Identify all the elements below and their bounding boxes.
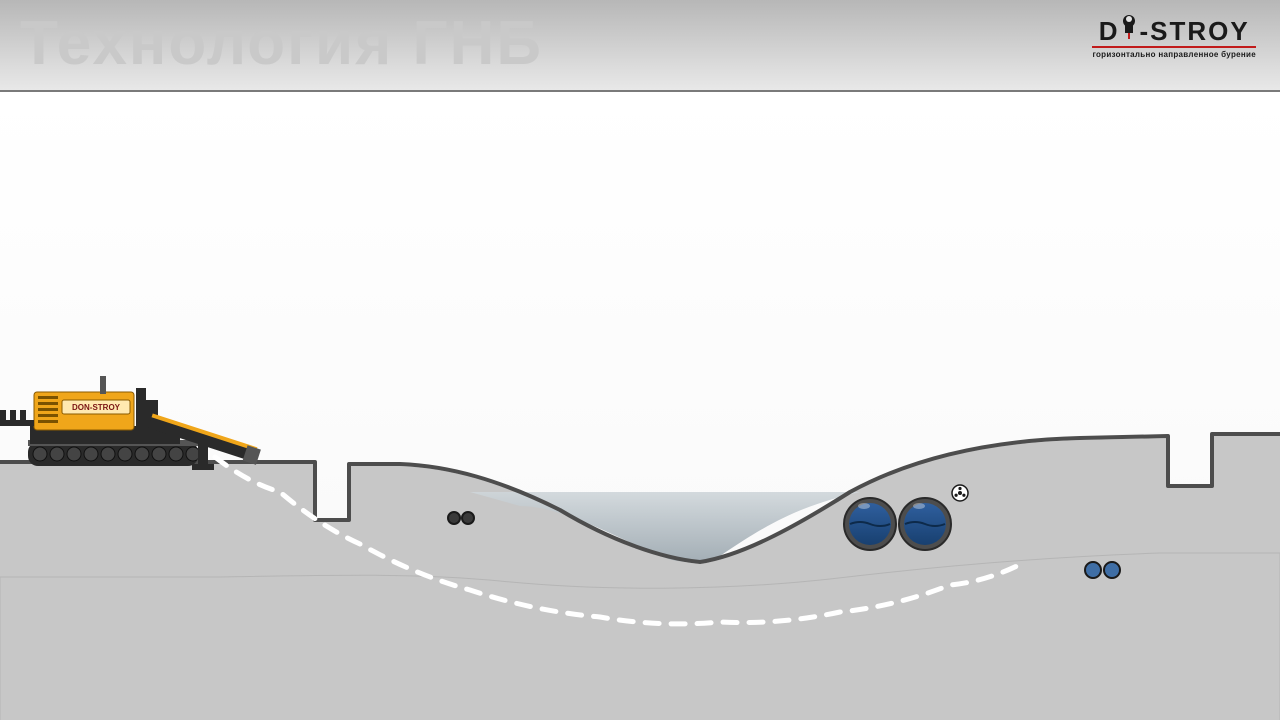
rig-logo-text: DON-STROY (72, 403, 121, 412)
pipe-small (1104, 562, 1120, 578)
logo-subtitle: горизонтально направленное бурение (1092, 50, 1256, 59)
pipe-small (448, 512, 460, 524)
cross-section-diagram: DON-STROY (0, 92, 1280, 720)
pipe-small (462, 512, 474, 524)
logo-text-left: D (1099, 16, 1120, 46)
page-title: Технология ГНБ (20, 8, 543, 79)
header-bar: Технология ГНБ D N-STROY горизонтально н… (0, 0, 1280, 92)
pipe-small (1085, 562, 1101, 578)
diagram-stage: DON-STROY (0, 92, 1280, 720)
logo-text-right: -STROY (1139, 16, 1249, 46)
company-logo: D N-STROY горизонтально направленное бур… (1092, 14, 1256, 59)
logo-accent (1119, 14, 1139, 40)
logo-underline (1092, 46, 1256, 48)
logo-text: D N-STROY (1092, 14, 1256, 44)
